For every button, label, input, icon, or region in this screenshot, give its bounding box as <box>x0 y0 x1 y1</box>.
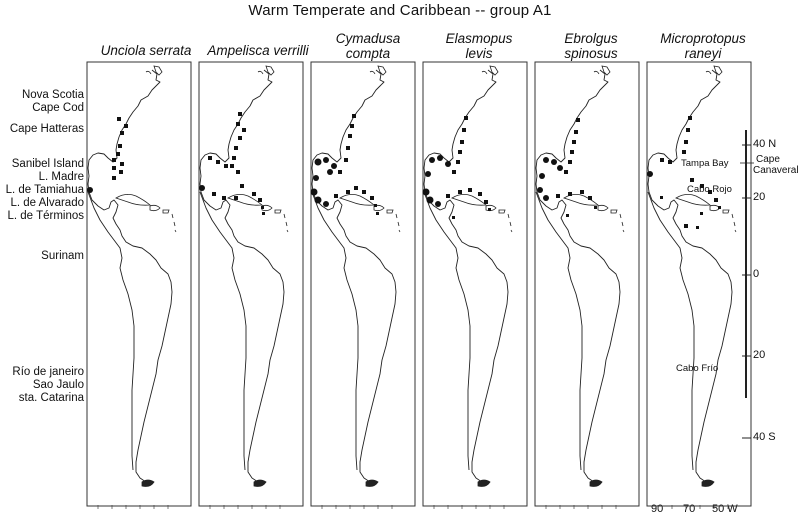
species-header-ampelisca: Ampelisca verrilli <box>193 43 323 58</box>
species-name: Microprotopus <box>660 31 746 46</box>
location-sanibel-island: Sanibel Island <box>11 158 84 170</box>
latitude-label-40n: 40 N <box>753 138 777 150</box>
species-name-2: compta <box>345 46 391 61</box>
coastline-map-6 <box>647 65 737 487</box>
location-cabo-rojo: Cabo Rojo <box>687 184 732 195</box>
location-l-madre: L. Madre <box>38 171 84 183</box>
coastline-map-5 <box>535 65 625 487</box>
occurrence-markers-cymadusa <box>310 114 379 215</box>
occurrence-markers-microprotopus <box>647 116 721 229</box>
location-sao-jaulo: Sao Jaulo <box>32 379 84 391</box>
latitude-label-20s: 20 <box>753 349 766 361</box>
location-l-de-terminos: L. de Términos <box>7 210 85 222</box>
location-cape: Cape <box>756 154 780 165</box>
location-cape-cod: Cape Cod <box>32 102 84 114</box>
occurrence-markers-ebrolgus <box>537 118 597 217</box>
occurrence-markers-elasmopus <box>422 116 491 219</box>
species-name: Unciola serrata <box>100 43 192 58</box>
location-surinam: Surinam <box>41 250 84 262</box>
species-name: Cymadusa <box>335 31 401 46</box>
location-nova-scotia: Nova Scotia <box>21 89 84 101</box>
location-l-de-alvarado: L. de Alvarado <box>10 197 84 209</box>
figure-title: Warm Temperate and Caribbean -- group A1 <box>248 2 552 19</box>
coastline-map-1 <box>87 65 177 487</box>
species-header-cymadusa: Cymadusa compta <box>309 31 427 61</box>
species-header-microprotopus: Microprotopus raneyi <box>638 31 768 61</box>
latitude-label-20n: 20 <box>753 191 766 203</box>
coastline-map-4 <box>423 65 513 487</box>
latitude-label-40s: 40 S <box>753 431 776 443</box>
species-header-ebrolgus: Ebrolgus spinosus <box>532 31 650 61</box>
species-name-2: raneyi <box>684 46 722 61</box>
species-name-2: levis <box>465 46 493 61</box>
location-sta-catarina: sta. Catarina <box>18 392 84 404</box>
species-name: Ampelisca verrilli <box>207 43 309 58</box>
location-l-de-tamiahua: L. de Tamiahua <box>5 184 84 196</box>
location-canaveral: Canaveral <box>753 165 799 176</box>
location-rio-de-janeiro: Río de janeiro <box>12 366 84 378</box>
species-name-2: spinosus <box>564 46 618 61</box>
location-cape-hatteras: Cape Hatteras <box>9 123 84 135</box>
species-name: Elasmopus <box>445 31 513 46</box>
species-name: Ebrolgus <box>564 31 618 46</box>
occurrence-markers-unciola <box>87 117 128 193</box>
location-cabo-frio: Cabo Frío <box>676 363 719 374</box>
species-header-unciola: Unciola serrata <box>81 43 211 58</box>
latitude-range-bar <box>740 130 754 439</box>
latitude-label-0: 0 <box>753 268 760 280</box>
coastline-map-3 <box>311 65 401 487</box>
location-tampa-bay: Tampa Bay <box>681 158 729 169</box>
species-header-elasmopus: Elasmopus levis <box>420 31 538 61</box>
map-panel-frames <box>86 61 752 507</box>
occurrence-markers-ampelisca <box>199 112 265 215</box>
